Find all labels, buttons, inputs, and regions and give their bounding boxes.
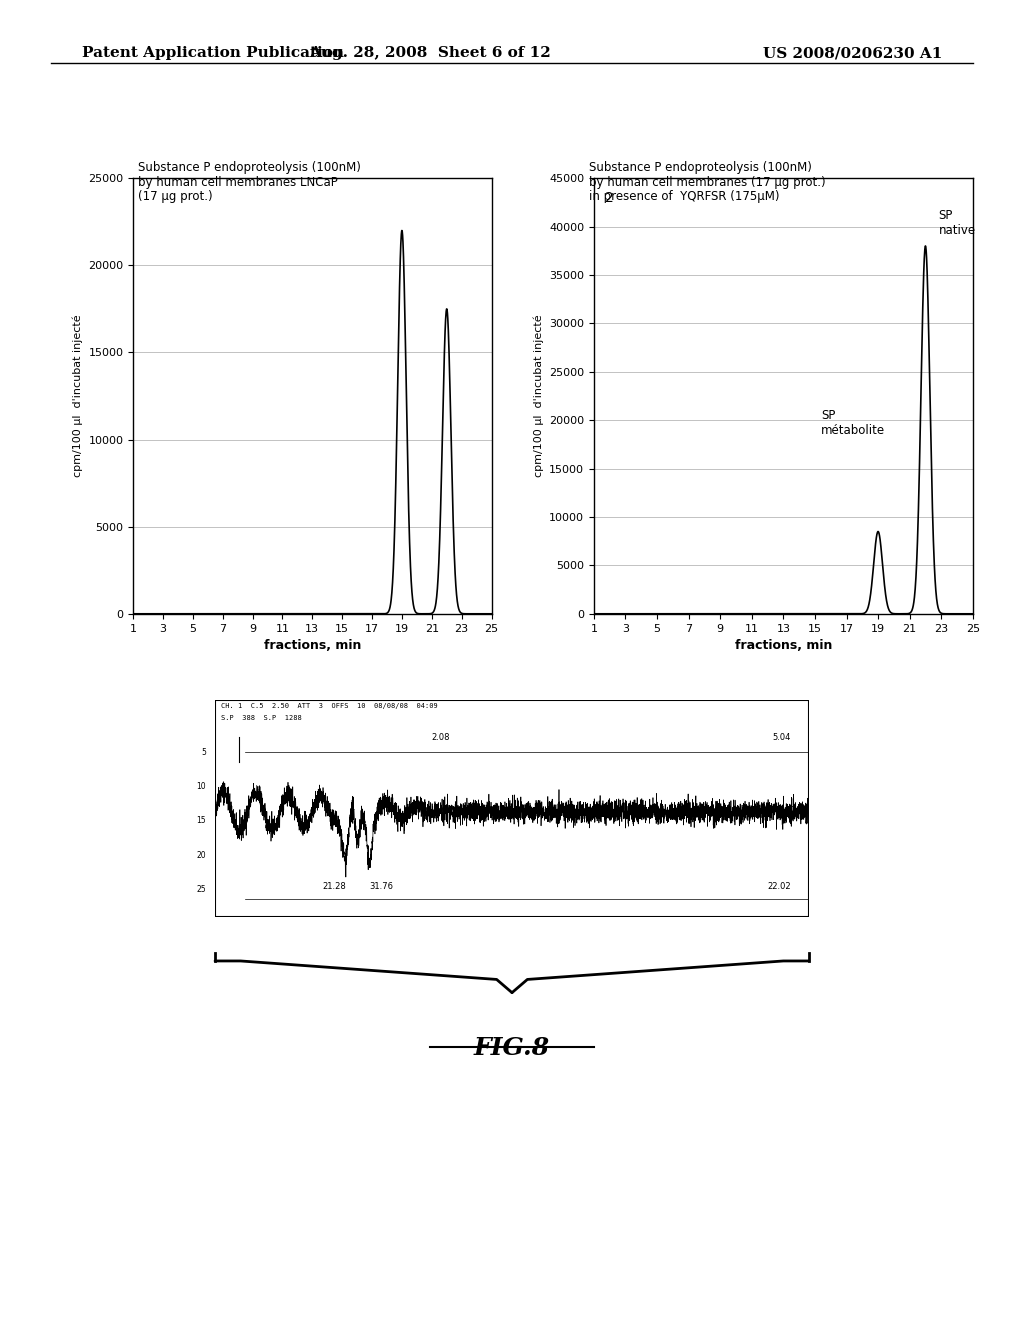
X-axis label: fractions, min: fractions, min <box>263 639 361 652</box>
Text: 5: 5 <box>202 748 206 756</box>
Y-axis label: cpm/100 µl  d'incubat injecté: cpm/100 µl d'incubat injecté <box>73 314 83 478</box>
Text: SP
métabolite: SP métabolite <box>821 409 886 437</box>
X-axis label: fractions, min: fractions, min <box>734 639 833 652</box>
Text: 2.08: 2.08 <box>431 733 450 742</box>
Text: by human cell membranes (17 µg prot.): by human cell membranes (17 µg prot.) <box>589 176 825 189</box>
Text: by human cell membranes LNCaP: by human cell membranes LNCaP <box>138 176 338 189</box>
Text: SP
native: SP native <box>939 209 976 236</box>
Text: 21.28: 21.28 <box>322 882 346 891</box>
Text: 2: 2 <box>605 191 614 206</box>
Text: Patent Application Publication: Patent Application Publication <box>82 46 344 61</box>
Text: US 2008/0206230 A1: US 2008/0206230 A1 <box>763 46 942 61</box>
Text: Substance P endoproteolysis (100nM): Substance P endoproteolysis (100nM) <box>138 161 361 174</box>
Text: 5.04: 5.04 <box>773 733 792 742</box>
Text: 10: 10 <box>197 783 206 791</box>
Text: CH. 1  C.5  2.50  ATT  3  OFFS  10  08/08/08  04:09: CH. 1 C.5 2.50 ATT 3 OFFS 10 08/08/08 04… <box>221 702 437 709</box>
Text: 22.02: 22.02 <box>768 882 792 891</box>
Text: 31.76: 31.76 <box>370 882 393 891</box>
Text: in presence of  YQRFSR (175µM): in presence of YQRFSR (175µM) <box>589 190 779 203</box>
Text: S.P  388  S.P  1288: S.P 388 S.P 1288 <box>221 715 302 721</box>
Text: 25: 25 <box>197 884 206 894</box>
Text: FIG.8: FIG.8 <box>474 1036 550 1060</box>
Text: Aug. 28, 2008  Sheet 6 of 12: Aug. 28, 2008 Sheet 6 of 12 <box>309 46 551 61</box>
Text: (17 µg prot.): (17 µg prot.) <box>138 190 213 203</box>
Y-axis label: cpm/100 µl  d'incubat injecté: cpm/100 µl d'incubat injecté <box>534 314 544 478</box>
Text: Substance P endoproteolysis (100nM): Substance P endoproteolysis (100nM) <box>589 161 812 174</box>
Text: 15: 15 <box>197 817 206 825</box>
Text: 20: 20 <box>197 850 206 859</box>
